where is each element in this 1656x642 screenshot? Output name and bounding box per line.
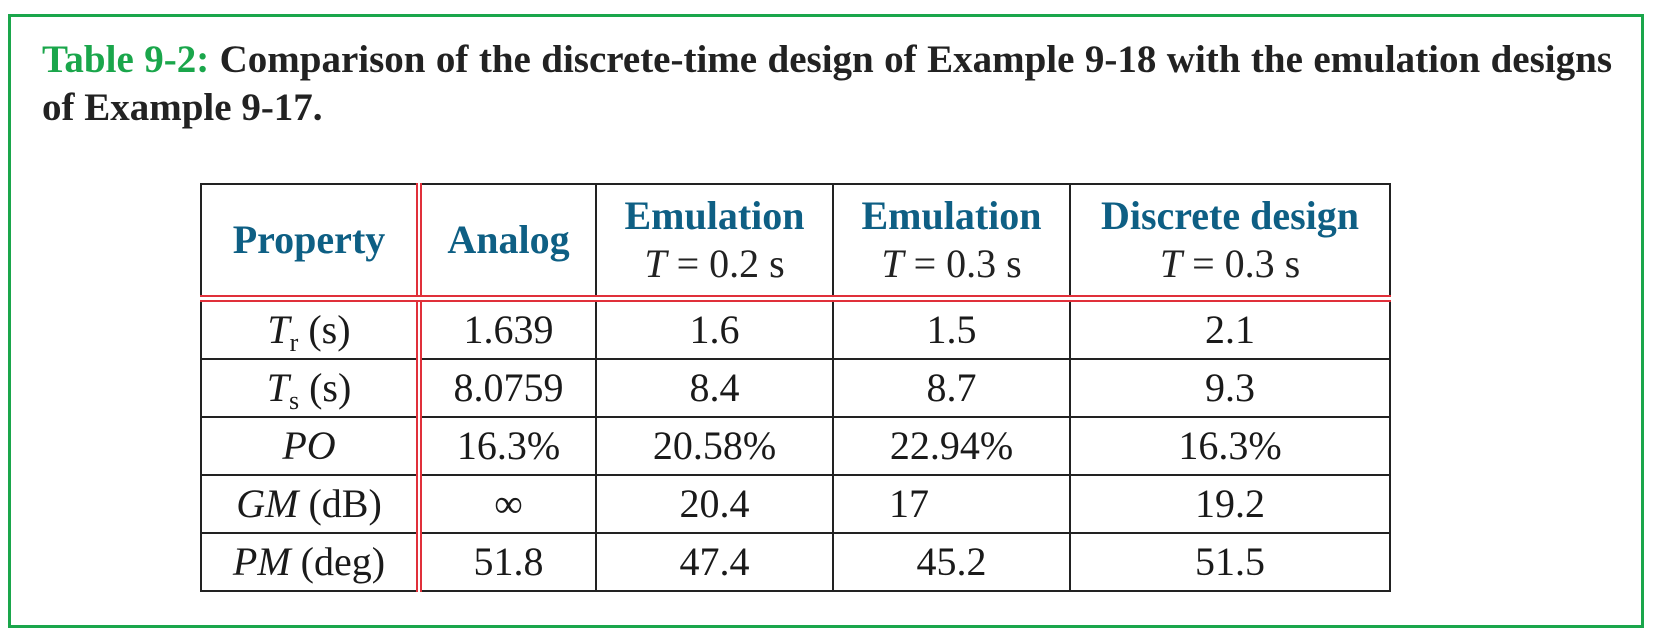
cell-emulation-03: 8.7	[832, 358, 1071, 418]
cell-emulation-03: 1.5	[832, 297, 1071, 360]
header-emulation-02: Emulation T = 0.2 s	[595, 183, 834, 302]
cell-emulation-03: 17	[832, 474, 1071, 534]
cell-emulation-02: 8.4	[595, 358, 834, 418]
header-property: Property	[200, 183, 422, 302]
table-row: PM (deg) 51.8 47.4 45.2 51.5	[200, 532, 1391, 592]
cell-analog: 16.3%	[418, 416, 597, 476]
caption-label: Table 9-2:	[42, 38, 210, 81]
cell-discrete: 9.3	[1069, 358, 1391, 418]
cell-discrete: 51.5	[1069, 532, 1391, 592]
row-label-settling-time: Ts (s)	[200, 358, 422, 418]
cell-emulation-02: 20.4	[595, 474, 834, 534]
cell-emulation-02: 20.58%	[595, 416, 834, 476]
table-row: Ts (s) 8.0759 8.4 8.7 9.3	[200, 358, 1391, 418]
table-frame	[8, 14, 1644, 628]
cell-analog: ∞	[418, 474, 597, 534]
header-emulation-03: Emulation T = 0.3 s	[832, 183, 1071, 302]
cell-analog: 1.639	[418, 297, 597, 360]
cell-emulation-02: 1.6	[595, 297, 834, 360]
cell-analog: 51.8	[418, 532, 597, 592]
caption-text: Comparison of the discrete-time design o…	[42, 38, 1612, 129]
row-label-rise-time: Tr (s)	[200, 297, 422, 360]
cell-discrete: 16.3%	[1069, 416, 1391, 476]
row-label-gain-margin: GM (dB)	[200, 474, 422, 534]
cell-emulation-03: 22.94%	[832, 416, 1071, 476]
cell-emulation-02: 47.4	[595, 532, 834, 592]
header-discrete-design: Discrete design T = 0.3 s	[1069, 183, 1391, 302]
table-row: Tr (s) 1.639 1.6 1.5 2.1	[200, 297, 1391, 360]
cell-emulation-03: 45.2	[832, 532, 1071, 592]
table-caption: Table 9-2: Comparison of the discrete-ti…	[42, 36, 1612, 132]
cell-discrete: 19.2	[1069, 474, 1391, 534]
header-row: Property Analog Emulation T = 0.2 s Emul…	[200, 183, 1391, 302]
row-label-phase-margin: PM (deg)	[200, 532, 422, 592]
row-label-percent-overshoot: PO	[200, 416, 422, 476]
table-row: PO 16.3% 20.58% 22.94% 16.3%	[200, 416, 1391, 476]
cell-analog: 8.0759	[418, 358, 597, 418]
header-analog: Analog	[418, 183, 597, 302]
comparison-table: Property Analog Emulation T = 0.2 s Emul…	[200, 183, 1391, 592]
table-row: GM (dB) ∞ 20.4 17 19.2	[200, 474, 1391, 534]
cell-discrete: 2.1	[1069, 297, 1391, 360]
